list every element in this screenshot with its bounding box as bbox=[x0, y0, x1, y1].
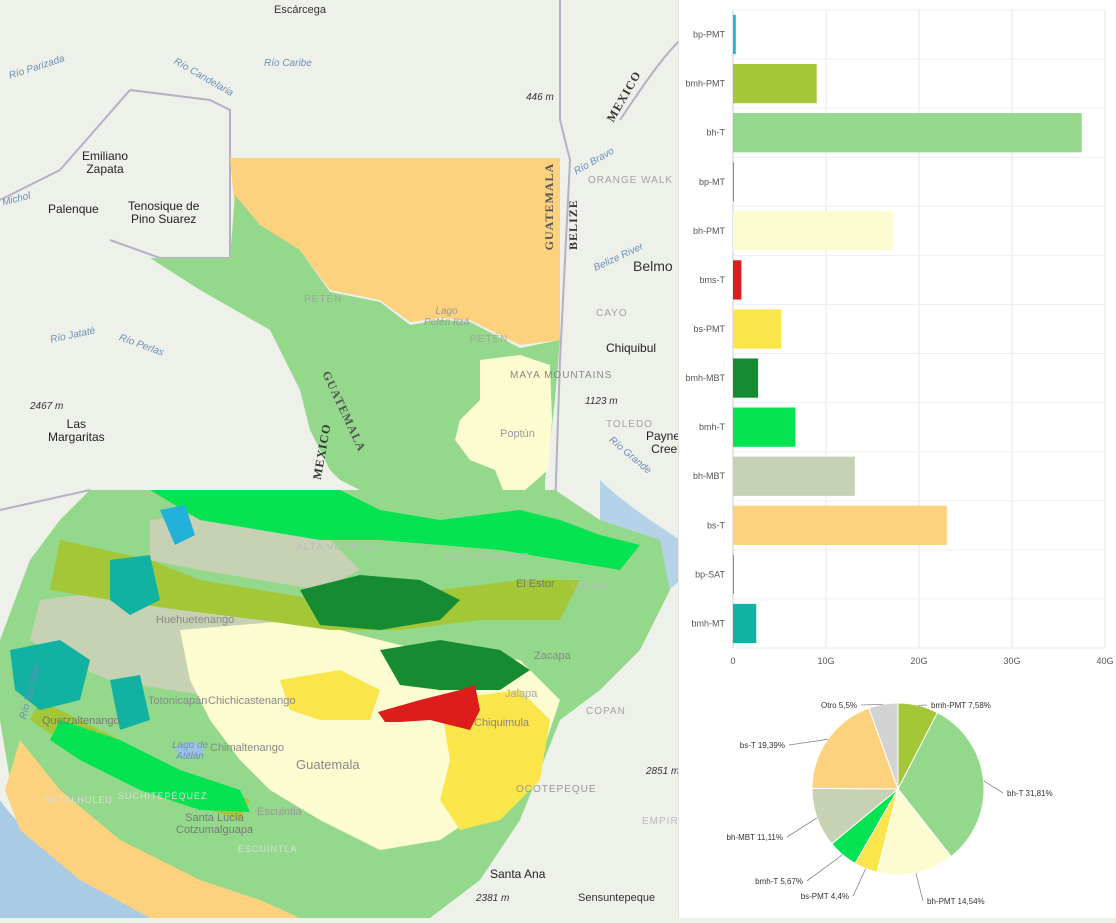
x-tick-label: 20G bbox=[910, 656, 927, 666]
pie-label: bh-PMT 14,54% bbox=[927, 897, 985, 906]
label-elev-2467: 2467 m bbox=[30, 401, 63, 412]
label-maya-mountains: MAYA MOUNTAINS bbox=[510, 370, 612, 381]
y-tick-label: bs-PMT bbox=[694, 324, 726, 334]
label-peten-upper: PETÉN bbox=[470, 334, 508, 345]
label-rio-caribe: Río Caribe bbox=[264, 58, 312, 69]
label-chiquibul: Chiquibul bbox=[606, 342, 656, 355]
label-zacapa: Zacapa bbox=[534, 650, 571, 662]
label-ocotepeque: OCOTEPEQUE bbox=[516, 784, 597, 795]
y-tick-label: bp-SAT bbox=[695, 569, 725, 579]
label-izabal: IZABAL bbox=[572, 581, 612, 592]
label-belize: BELIZE bbox=[567, 199, 580, 250]
label-emiliano-zapata: Emiliano Zapata bbox=[82, 150, 128, 176]
pie-leader-line bbox=[787, 818, 817, 837]
label-palenque: Palenque bbox=[48, 203, 99, 216]
label-quetzaltenango: Quetzaltenango bbox=[42, 715, 120, 727]
label-peten-lower: PETÉN bbox=[304, 294, 342, 305]
bar-bs-PMT[interactable] bbox=[733, 309, 781, 348]
label-guatemala-city: Guatemala bbox=[296, 758, 360, 772]
label-lago-peten-itza: Lago Petén Itzá bbox=[424, 306, 469, 328]
label-chichicastenango: Chichicastenango bbox=[208, 695, 295, 707]
pie-label: Otro 5,5% bbox=[821, 701, 857, 710]
bar-bmh-T[interactable] bbox=[733, 408, 795, 447]
y-tick-label: bmh-PMT bbox=[685, 79, 725, 89]
y-tick-label: bp-PMT bbox=[693, 30, 726, 40]
x-tick-label: 30G bbox=[1003, 656, 1020, 666]
basemap bbox=[0, 0, 680, 918]
y-tick-label: bh-T bbox=[706, 128, 725, 138]
map-view[interactable]: Escárcega Río Parizada Río Candelaria Rí… bbox=[0, 0, 680, 918]
label-poptun: Poptún bbox=[500, 428, 535, 440]
y-tick-label: bp-MT bbox=[699, 177, 726, 187]
label-santa-lucia: Santa Lucía Cotzumalguapa bbox=[176, 812, 253, 836]
pie-leader-line bbox=[853, 869, 866, 896]
pie-label: bh-MBT 11,11% bbox=[727, 833, 783, 842]
label-tenosique: Tenosique de Pino Suarez bbox=[128, 200, 199, 226]
label-santa-ana: Santa Ana bbox=[490, 868, 545, 881]
label-baja-verapaz: BAJA VERAPAZ bbox=[444, 552, 529, 563]
pie-leader-line bbox=[789, 739, 828, 745]
bar-bmh-PMT[interactable] bbox=[733, 64, 817, 103]
label-suchitepequez: SUCHITEPÉQUEZ bbox=[118, 792, 208, 802]
label-totonicapan: Totonicapán bbox=[148, 695, 207, 707]
bar-bms-T[interactable] bbox=[733, 260, 741, 299]
label-escuintla-dept: ESCUINTLA bbox=[238, 845, 298, 855]
pie-label: bs-PMT 4,4% bbox=[801, 892, 849, 901]
label-elev-2381: 2381 m bbox=[476, 893, 509, 904]
y-tick-label: bh-MBT bbox=[693, 471, 726, 481]
y-tick-label: bmh-MT bbox=[692, 618, 726, 628]
bar-bh-T[interactable] bbox=[733, 113, 1082, 152]
y-tick-label: bmh-T bbox=[699, 422, 726, 432]
pie-leader-line bbox=[916, 873, 923, 901]
label-lago-atitlan: Lago de Atitlán bbox=[172, 740, 208, 762]
label-elev-1123: 1123 m bbox=[585, 396, 618, 407]
label-escuintla-city: Escuintla bbox=[257, 806, 302, 818]
label-cayo: CAYO bbox=[596, 308, 628, 319]
bar-bmh-MBT[interactable] bbox=[733, 358, 758, 397]
label-huehuetenango: Huehuetenango bbox=[156, 614, 234, 626]
label-elev-2851: 2851 m bbox=[646, 766, 679, 777]
pie-label: bs-T 19,39% bbox=[740, 741, 785, 750]
bar-bmh-MT[interactable] bbox=[733, 604, 756, 643]
pie-leader-line bbox=[984, 781, 1003, 793]
y-tick-label: bms-T bbox=[700, 275, 726, 285]
label-retalhuleu: RETALHULEU bbox=[44, 796, 113, 806]
bar-bh-MBT[interactable] bbox=[733, 457, 855, 496]
x-tick-label: 0 bbox=[730, 656, 735, 666]
label-chiquimula: Chiquimula bbox=[474, 717, 529, 729]
label-jalapa: Jalapa bbox=[505, 688, 537, 700]
bar-bp-PMT[interactable] bbox=[733, 15, 736, 54]
bar-bh-PMT[interactable] bbox=[733, 211, 893, 250]
pie-label: bmh-PMT 7,58% bbox=[931, 701, 991, 710]
pie-label: bmh-T 5,67% bbox=[755, 877, 803, 886]
bar-bp-SAT[interactable] bbox=[733, 555, 734, 594]
chart-panel: 0 10G 20G 30G 40G bp-PMT bmh-PMT bh-T bp-MT bh-PM… bbox=[678, 0, 1116, 918]
label-copan: COPAN bbox=[586, 706, 626, 717]
label-guatemala-ne: GUATEMALA bbox=[543, 163, 556, 250]
label-las-margaritas: Las Margaritas bbox=[48, 418, 105, 444]
label-chimaltenango: Chimaltenango bbox=[210, 742, 284, 754]
bar-chart: 0 10G 20G 30G 40G bp-PMT bmh-PMT bh-T bp-MT bh-PM… bbox=[679, 0, 1116, 680]
label-orange-walk: ORANGE WALK bbox=[588, 175, 673, 186]
x-tick-label: 10G bbox=[817, 656, 834, 666]
label-escarcega: Escárcega bbox=[274, 4, 326, 16]
label-alta-verapaz: ALTA VERAPAZ bbox=[296, 542, 380, 553]
y-tick-label: bmh-MBT bbox=[685, 373, 725, 383]
x-tick-label: 40G bbox=[1096, 656, 1113, 666]
label-elev-446: 446 m bbox=[526, 92, 554, 103]
bar-bs-T[interactable] bbox=[733, 506, 947, 545]
label-el-estor: El Estor bbox=[516, 578, 555, 590]
pie-leader-line bbox=[807, 855, 842, 881]
label-sensuntepeque: Sensuntepeque bbox=[578, 892, 655, 904]
pie-chart: bmh-PMT 7,58% bh-T 31,81% bh-PMT 14,54% bs-… bbox=[679, 688, 1116, 918]
label-belmo: Belmo bbox=[633, 259, 673, 274]
y-tick-label: bs-T bbox=[707, 520, 726, 530]
pie-label: bh-T 31,81% bbox=[1007, 789, 1053, 798]
y-tick-label: bh-PMT bbox=[693, 226, 726, 236]
bar-bp-MT[interactable] bbox=[733, 162, 734, 201]
